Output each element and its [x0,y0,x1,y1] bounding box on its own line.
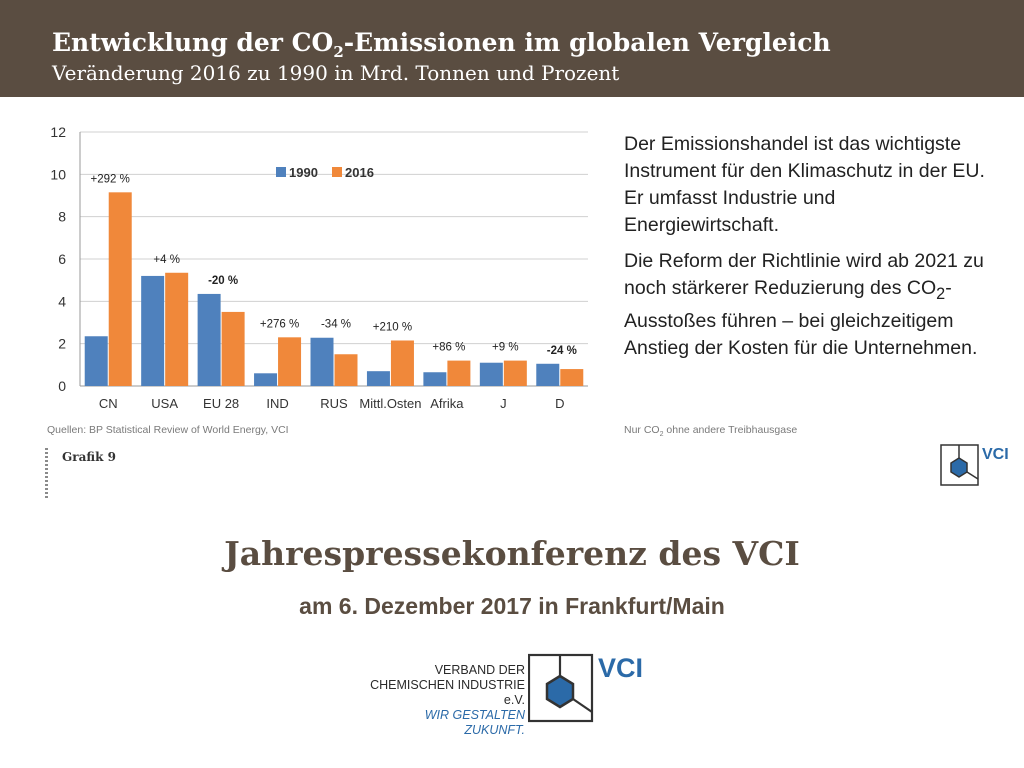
x-tick-label: IND [266,396,288,411]
y-tick-label: 6 [58,251,66,267]
bar-2016 [334,354,358,386]
bar-2016 [503,360,527,386]
bar-2016 [390,340,414,386]
slide-subtitle: Veränderung 2016 zu 1990 in Mrd. Tonnen … [52,61,620,85]
change-label: +86 % [432,342,465,354]
x-tick-label: D [555,396,564,411]
grafik-label: Grafik 9 [62,450,116,464]
bar-2016 [278,337,302,386]
y-tick-label: 12 [50,124,66,140]
bar-1990 [536,363,560,386]
bar-2016 [447,360,471,386]
svg-text:VCI: VCI [982,446,1009,463]
dotted-divider [45,448,48,498]
x-tick-label: RUS [320,396,348,411]
change-label: -34 % [321,319,351,331]
bar-2016 [221,311,245,386]
y-tick-label: 2 [58,336,66,352]
change-label: +4 % [153,254,180,266]
change-label: -20 % [208,275,238,287]
x-tick-label: Afrika [430,396,464,411]
slide-title: Entwicklung der CO2-Emissionen im global… [52,28,831,61]
change-label: +276 % [260,318,299,330]
y-tick-label: 0 [58,378,66,394]
bar-1990 [310,337,334,386]
change-label: -24 % [547,345,577,357]
vci-logo-small: VCI [940,444,1009,486]
x-tick-label: Mittl.Osten [359,396,421,411]
legend-label-2016: 2016 [345,165,374,180]
footnote: Nur CO2 ohne andere Treibhausgase [624,424,798,439]
slogan: WIR GESTALTEN ZUKUNFT. [424,708,525,737]
emissions-bar-chart: 0 2 4 6 8 10 12 CN +292 % USA +4 % EU 28 -20 % IND +27… [50,124,588,411]
x-tick-label: J [500,396,507,411]
bar-2016 [108,192,132,386]
bar-2016 [560,369,584,386]
legend-label-1990: 1990 [289,165,318,180]
bar-1990 [197,293,221,386]
svg-text:VCI: VCI [598,653,643,683]
explanation-text: Der Emissionshandel ist das wichtigste I… [624,131,994,371]
change-label: +210 % [373,321,412,333]
explanation-paragraph-2: Die Reform der Richtlinie wird ab 2021 z… [624,250,984,359]
bar-1990 [479,362,503,386]
x-tick-label: EU 28 [203,396,239,411]
bar-1990 [423,372,447,386]
x-tick-label: CN [99,396,118,411]
bar-1990 [141,275,165,386]
change-label: +292 % [91,173,130,185]
organization-name: VERBAND DER CHEMISCHEN INDUSTRIE e.V. WI… [370,663,525,737]
bar-2016 [165,272,189,386]
conference-title: Jahrespressekonferenz des VCI [224,534,800,573]
conference-date: am 6. Dezember 2017 in Frankfurt/Main [299,593,725,619]
bar-1990 [84,336,108,386]
legend-swatch-2016 [332,167,342,177]
legend-swatch-1990 [276,167,286,177]
bar-1990 [254,373,278,386]
bar-1990 [366,371,390,386]
source-note: Quellen: BP Statistical Review of World … [47,424,289,436]
vci-logo: VCI [528,653,643,723]
header-bar: Entwicklung der CO2-Emissionen im global… [0,0,1024,97]
change-label: +9 % [492,342,519,354]
x-tick-label: USA [151,396,178,411]
y-tick-label: 4 [58,293,66,309]
y-tick-label: 10 [50,166,66,182]
explanation-paragraph-1: Der Emissionshandel ist das wichtigste I… [624,133,985,236]
y-tick-label: 8 [58,209,66,225]
